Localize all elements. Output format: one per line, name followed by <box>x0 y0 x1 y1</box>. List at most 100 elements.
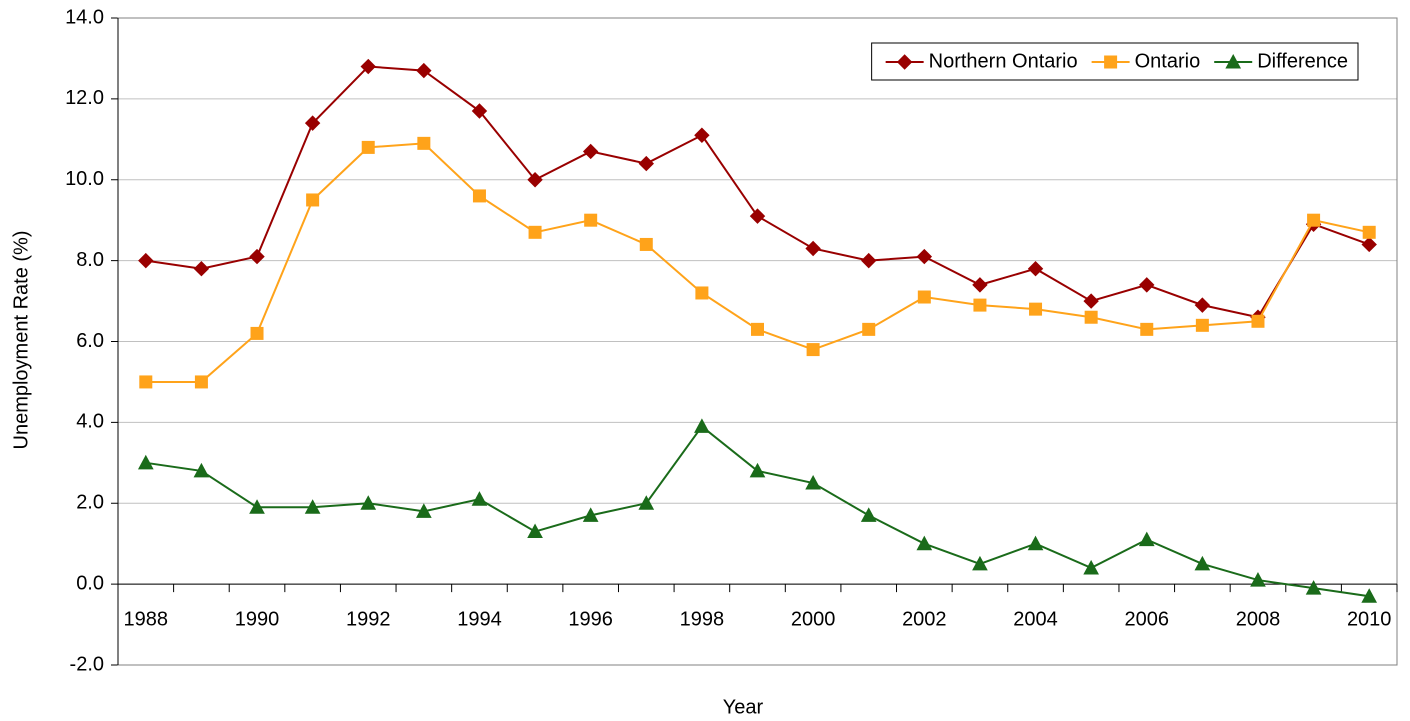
x-tick-label: 2004 <box>1013 608 1058 630</box>
marker <box>916 248 933 265</box>
marker <box>527 523 543 539</box>
marker <box>805 240 821 257</box>
marker <box>972 277 988 293</box>
x-tick-label: 1994 <box>457 608 502 630</box>
marker <box>1305 580 1322 595</box>
marker <box>1194 555 1211 571</box>
marker <box>416 62 432 79</box>
marker <box>137 454 154 470</box>
marker <box>1362 225 1376 239</box>
x-tick-label: 2000 <box>791 608 836 630</box>
marker <box>749 462 766 478</box>
y-tick-label: 4.0 <box>76 411 104 433</box>
marker <box>194 375 208 389</box>
marker <box>860 507 877 522</box>
marker <box>1083 293 1099 309</box>
marker <box>1029 302 1043 316</box>
marker <box>306 193 320 207</box>
marker <box>1104 55 1118 69</box>
x-tick-label: 2008 <box>1236 608 1281 630</box>
x-tick-label: 2010 <box>1347 608 1392 630</box>
x-tick-label: 1992 <box>346 608 391 630</box>
marker <box>1250 572 1266 587</box>
marker <box>862 322 876 336</box>
series-line <box>145 424 1370 598</box>
marker <box>471 103 488 119</box>
series-line <box>145 142 1370 383</box>
marker <box>1027 535 1044 551</box>
marker <box>1194 297 1211 313</box>
marker <box>1138 531 1155 547</box>
legend-label: Northern Ontario <box>929 50 1078 72</box>
x-tick-label: 2006 <box>1125 608 1170 630</box>
marker <box>1361 588 1378 603</box>
marker <box>1361 236 1377 253</box>
marker <box>896 54 913 70</box>
y-tick-label: 2.0 <box>76 492 104 514</box>
marker <box>1027 261 1044 277</box>
x-tick-label: 1998 <box>680 608 725 630</box>
legend: Northern Ontario Ontario Difference <box>871 42 1359 81</box>
y-tick-label: 10.0 <box>65 168 104 190</box>
marker <box>138 252 154 269</box>
marker <box>861 252 877 269</box>
marker <box>416 503 432 518</box>
legend-label: Ontario <box>1135 50 1201 72</box>
marker <box>193 261 210 277</box>
marker <box>639 237 653 251</box>
legend-label: Difference <box>1257 50 1348 72</box>
x-axis-title: Year <box>723 696 764 718</box>
marker <box>471 491 488 506</box>
marker <box>528 225 542 239</box>
marker <box>1140 322 1154 336</box>
marker <box>694 127 710 143</box>
marker <box>361 140 375 154</box>
marker <box>1251 314 1265 328</box>
marker <box>1225 53 1242 69</box>
marker <box>584 213 598 227</box>
marker <box>972 555 988 571</box>
marker <box>749 208 766 224</box>
marker <box>805 474 821 490</box>
marker <box>1195 318 1209 332</box>
x-tick-label: 1996 <box>568 608 613 630</box>
y-tick-label: -2.0 <box>70 653 104 675</box>
marker <box>250 326 264 340</box>
marker <box>1083 559 1099 575</box>
y-axis-title: Unemployment Rate (%) <box>10 231 32 450</box>
x-tick-label: 1988 <box>124 608 169 630</box>
marker <box>1139 277 1155 293</box>
marker <box>527 172 543 188</box>
marker <box>304 499 321 514</box>
marker <box>1307 213 1321 227</box>
y-tick-label: 8.0 <box>76 249 104 271</box>
marker <box>694 418 710 433</box>
marker <box>916 535 933 551</box>
marker <box>638 155 654 172</box>
marker <box>417 136 431 150</box>
marker <box>360 495 377 510</box>
marker <box>1084 310 1098 324</box>
marker <box>139 375 153 389</box>
x-tick-label: 1990 <box>235 608 280 630</box>
marker <box>806 343 820 357</box>
marker <box>472 189 486 203</box>
marker <box>973 298 987 312</box>
series-line <box>145 65 1370 319</box>
marker <box>249 248 265 265</box>
marker <box>360 58 376 75</box>
marker <box>917 290 931 304</box>
y-tick-label: 6.0 <box>76 330 104 352</box>
marker <box>249 499 265 514</box>
y-tick-label: 12.0 <box>65 87 104 109</box>
marker <box>638 495 655 510</box>
marker <box>695 286 709 300</box>
y-tick-label: 0.0 <box>76 572 104 594</box>
x-tick-label: 2002 <box>902 608 947 630</box>
marker <box>751 322 764 336</box>
marker <box>582 143 599 160</box>
y-tick-label: 14.0 <box>65 6 104 28</box>
marker <box>582 507 599 522</box>
marker <box>304 115 321 131</box>
